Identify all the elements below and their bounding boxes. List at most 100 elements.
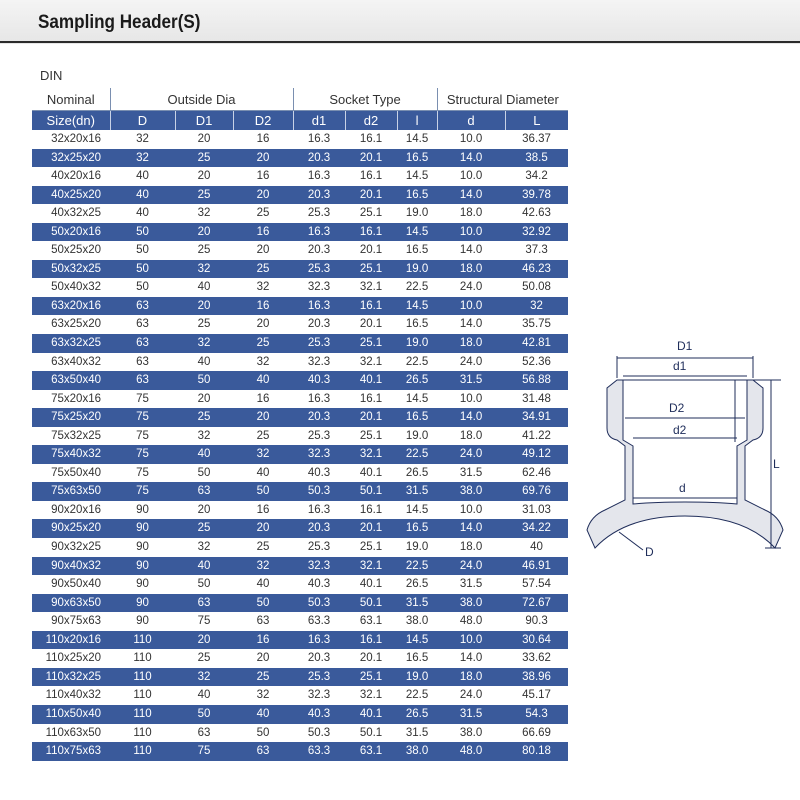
group-outside-dia: Outside Dia bbox=[109, 88, 294, 111]
cell-size: 75x25x20 bbox=[32, 408, 110, 427]
cell-d2: 20.1 bbox=[345, 148, 398, 168]
cell-d2: 25.1 bbox=[345, 426, 398, 446]
col-d1: d1 bbox=[292, 110, 346, 130]
cell-D2: 25 bbox=[233, 426, 294, 446]
cell-L: 32 bbox=[505, 296, 569, 316]
spec-table: Nominal Outside Dia Socket Type Structur… bbox=[32, 88, 569, 761]
diagram-label-D2: D2 bbox=[669, 401, 685, 415]
cell-d1: 20.3 bbox=[293, 408, 346, 427]
cell-d2: 32.1 bbox=[345, 686, 398, 705]
cell-d2: 20.1 bbox=[345, 315, 398, 335]
cell-L: 34.2 bbox=[505, 167, 569, 186]
cell-D1: 32 bbox=[175, 538, 233, 557]
cell-l: 22.5 bbox=[397, 686, 438, 705]
cell-d1: 25.3 bbox=[293, 204, 346, 223]
col-D2: D2 bbox=[232, 110, 294, 130]
cell-D: 75 bbox=[110, 445, 175, 464]
cell-d1: 32.3 bbox=[293, 278, 346, 297]
cell-l: 19.0 bbox=[397, 334, 438, 353]
cell-D: 110 bbox=[110, 667, 175, 687]
cell-D1: 20 bbox=[175, 167, 233, 186]
cell-D1: 50 bbox=[175, 463, 233, 483]
cell-D1: 40 bbox=[175, 556, 233, 576]
cell-D: 63 bbox=[110, 371, 175, 390]
table-row: 32x20x16 32 20 16 16.3 16.1 14.5 10.0 36.37 bbox=[32, 130, 569, 149]
cell-d: 31.5 bbox=[437, 704, 506, 724]
cell-d1: 25.3 bbox=[293, 259, 346, 279]
cell-D2: 16 bbox=[233, 222, 294, 242]
table-row: 75x63x50 75 63 50 50.3 50.1 31.5 38.0 69.76 bbox=[32, 482, 569, 501]
col-L: L bbox=[504, 110, 569, 130]
cell-l: 14.5 bbox=[397, 389, 438, 409]
cell-size: 90x25x20 bbox=[32, 519, 110, 539]
cell-D: 50 bbox=[110, 241, 175, 260]
standard-label: DIN bbox=[40, 68, 63, 83]
cell-l: 19.0 bbox=[397, 426, 438, 446]
cell-D2: 16 bbox=[233, 130, 294, 149]
cell-d2: 16.1 bbox=[345, 500, 398, 520]
cell-D: 40 bbox=[110, 167, 175, 186]
cell-D: 110 bbox=[110, 723, 175, 743]
cell-d2: 20.1 bbox=[345, 241, 398, 260]
cell-D2: 20 bbox=[233, 315, 294, 335]
diagram-label-L: L bbox=[773, 457, 780, 471]
cell-D2: 40 bbox=[233, 704, 294, 724]
cell-D: 50 bbox=[110, 259, 175, 279]
spec-table-body: 32x20x16 32 20 16 16.3 16.1 14.5 10.0 36.37 32x25… bbox=[32, 130, 569, 761]
cell-d1: 32.3 bbox=[293, 445, 346, 464]
cell-D2: 50 bbox=[233, 593, 294, 613]
cell-d1: 32.3 bbox=[293, 686, 346, 705]
cell-size: 110x25x20 bbox=[32, 649, 110, 668]
cell-L: 33.62 bbox=[505, 649, 569, 668]
cell-d1: 50.3 bbox=[293, 482, 346, 501]
cell-D2: 20 bbox=[233, 148, 294, 168]
cell-l: 26.5 bbox=[397, 704, 438, 724]
cell-d: 10.0 bbox=[437, 630, 506, 650]
cell-d1: 40.3 bbox=[293, 463, 346, 483]
table-row: 90x25x20 90 25 20 20.3 20.1 16.5 14.0 34.22 bbox=[32, 519, 569, 539]
cell-d1: 20.3 bbox=[293, 241, 346, 260]
cell-d: 14.0 bbox=[437, 519, 506, 539]
cell-l: 14.5 bbox=[397, 167, 438, 186]
cell-d1: 32.3 bbox=[293, 352, 346, 372]
cell-size: 110x40x32 bbox=[32, 686, 110, 705]
cell-D1: 40 bbox=[175, 352, 233, 372]
cell-d2: 16.1 bbox=[345, 222, 398, 242]
title-bar: Sampling Header(S) bbox=[0, 0, 800, 44]
cell-d1: 20.3 bbox=[293, 185, 346, 205]
cell-l: 14.5 bbox=[397, 500, 438, 520]
table-row: 110x32x25 110 32 25 25.3 25.1 19.0 18.0 38.96 bbox=[32, 667, 569, 687]
cell-l: 38.0 bbox=[397, 742, 438, 761]
cell-D2: 50 bbox=[233, 723, 294, 743]
cell-d: 10.0 bbox=[437, 389, 506, 409]
cell-d2: 40.1 bbox=[345, 575, 398, 594]
cell-D: 32 bbox=[110, 130, 175, 149]
cell-D: 90 bbox=[110, 519, 175, 539]
cell-L: 42.81 bbox=[505, 334, 569, 353]
cell-L: 50.08 bbox=[505, 278, 569, 297]
cell-D2: 63 bbox=[233, 742, 294, 761]
cell-d2: 50.1 bbox=[345, 482, 398, 501]
cell-size: 110x63x50 bbox=[32, 723, 110, 743]
cell-size: 90x50x40 bbox=[32, 575, 110, 594]
cell-D1: 20 bbox=[175, 500, 233, 520]
table-row: 63x50x40 63 50 40 40.3 40.1 26.5 31.5 56.88 bbox=[32, 371, 569, 390]
table-row: 90x50x40 90 50 40 40.3 40.1 26.5 31.5 57.54 bbox=[32, 575, 569, 594]
cell-D2: 16 bbox=[233, 500, 294, 520]
cell-D2: 40 bbox=[233, 463, 294, 483]
cell-L: 38.5 bbox=[505, 148, 569, 168]
cell-size: 63x50x40 bbox=[32, 371, 110, 390]
cell-d2: 16.1 bbox=[345, 167, 398, 186]
cell-d1: 63.3 bbox=[293, 742, 346, 761]
cell-L: 34.22 bbox=[505, 519, 569, 539]
cell-D2: 20 bbox=[233, 241, 294, 260]
col-D: D bbox=[109, 110, 175, 130]
cell-D1: 25 bbox=[175, 408, 233, 427]
cell-size: 40x32x25 bbox=[32, 204, 110, 223]
cell-size: 75x40x32 bbox=[32, 445, 110, 464]
cell-size: 110x20x16 bbox=[32, 630, 110, 650]
cell-D1: 32 bbox=[175, 204, 233, 223]
cell-d2: 32.1 bbox=[345, 352, 398, 372]
cell-L: 46.23 bbox=[505, 259, 569, 279]
cell-D: 50 bbox=[110, 278, 175, 297]
